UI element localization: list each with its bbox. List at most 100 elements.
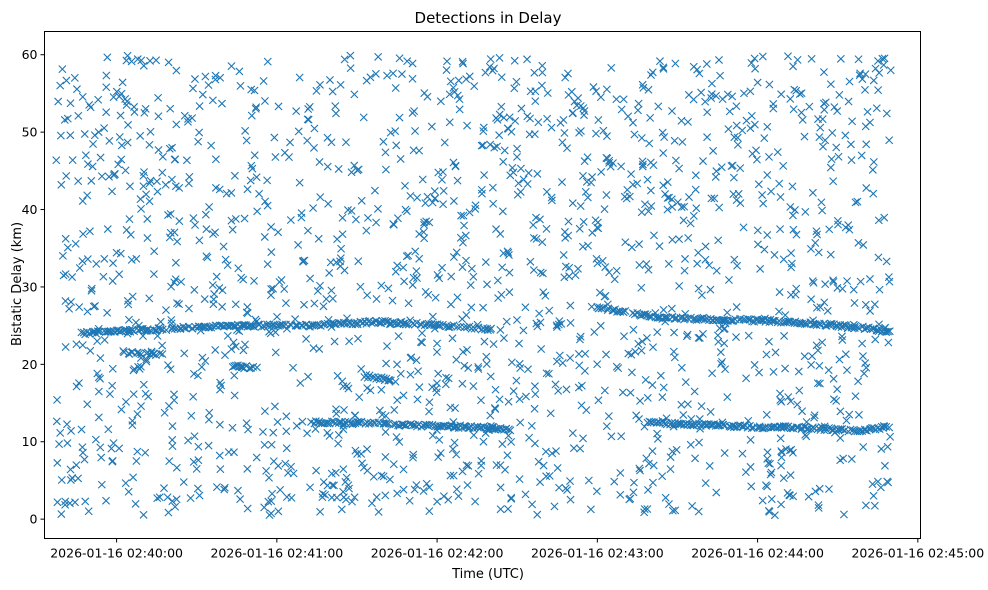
detection-point bbox=[578, 171, 587, 180]
detection-point bbox=[297, 209, 306, 218]
detection-point bbox=[325, 75, 334, 84]
detection-point bbox=[885, 136, 894, 145]
detection-point bbox=[576, 332, 585, 341]
detection-point bbox=[171, 258, 180, 267]
detection-point bbox=[858, 339, 867, 348]
detection-point bbox=[105, 136, 114, 145]
detection-point bbox=[781, 364, 790, 373]
detection-point bbox=[815, 484, 824, 493]
detection-point bbox=[648, 478, 657, 487]
detection-point bbox=[703, 108, 712, 117]
detection-point bbox=[329, 481, 338, 490]
detection-point bbox=[800, 352, 809, 361]
detection-point bbox=[359, 113, 368, 122]
detection-point bbox=[479, 123, 488, 132]
detection-point bbox=[287, 493, 296, 502]
detection-point bbox=[649, 231, 658, 240]
detection-point bbox=[646, 113, 655, 122]
detection-point bbox=[558, 178, 566, 187]
detection-point bbox=[642, 454, 651, 463]
detection-point bbox=[560, 128, 569, 137]
detection-point bbox=[677, 363, 686, 372]
detection-point bbox=[281, 299, 290, 308]
detection-point bbox=[620, 332, 629, 341]
detection-point bbox=[717, 359, 726, 368]
detection-point bbox=[190, 285, 199, 294]
detection-point bbox=[607, 63, 616, 72]
detection-point bbox=[775, 288, 784, 297]
detection-point bbox=[480, 337, 489, 346]
detection-point bbox=[642, 259, 651, 268]
detection-point bbox=[167, 282, 176, 291]
detection-point bbox=[568, 429, 577, 438]
detection-point bbox=[124, 300, 133, 309]
detection-point bbox=[629, 118, 638, 127]
detection-point bbox=[273, 312, 282, 321]
detection-point bbox=[479, 141, 487, 150]
detection-point bbox=[336, 80, 345, 89]
detection-point bbox=[100, 124, 109, 133]
detection-point bbox=[52, 417, 61, 426]
detection-point bbox=[133, 410, 142, 419]
detection-point bbox=[395, 54, 404, 63]
detection-point bbox=[271, 328, 280, 337]
detection-point bbox=[575, 361, 584, 370]
detection-point bbox=[525, 433, 534, 442]
detection-point bbox=[172, 66, 181, 75]
detection-point bbox=[282, 427, 291, 436]
detection-point bbox=[446, 300, 455, 309]
detection-point bbox=[400, 181, 409, 190]
detection-point bbox=[333, 235, 342, 244]
detection-point bbox=[270, 133, 279, 142]
detection-point bbox=[813, 346, 822, 355]
detection-point bbox=[639, 83, 648, 92]
detection-point bbox=[591, 216, 600, 225]
detection-point bbox=[634, 415, 643, 424]
detection-point bbox=[866, 325, 875, 334]
detection-point bbox=[476, 396, 485, 405]
detection-point bbox=[809, 278, 818, 287]
detection-point bbox=[471, 204, 480, 213]
detection-point bbox=[327, 138, 336, 147]
detection-point bbox=[769, 99, 778, 108]
detection-point bbox=[748, 317, 757, 326]
detection-point bbox=[218, 286, 227, 295]
detection-point bbox=[579, 217, 588, 226]
detection-point bbox=[170, 390, 179, 399]
detection-point bbox=[844, 97, 853, 106]
detection-point bbox=[574, 349, 583, 358]
detection-point bbox=[100, 335, 109, 344]
detection-point bbox=[849, 285, 858, 294]
detection-point bbox=[750, 54, 759, 63]
detection-point bbox=[462, 461, 471, 470]
detection-point bbox=[108, 456, 117, 465]
detection-point bbox=[618, 388, 627, 397]
detection-point bbox=[576, 127, 585, 136]
detection-point bbox=[533, 322, 542, 331]
detection-point bbox=[137, 56, 146, 65]
detection-point bbox=[558, 358, 567, 367]
detection-point bbox=[162, 306, 170, 315]
detection-point bbox=[541, 291, 550, 300]
detection-point bbox=[96, 443, 105, 452]
detection-point bbox=[102, 496, 111, 505]
detection-point bbox=[536, 318, 545, 327]
detection-point bbox=[389, 219, 398, 228]
detection-point bbox=[222, 189, 231, 198]
detection-point bbox=[794, 367, 803, 376]
detection-point bbox=[351, 215, 360, 224]
detection-point bbox=[636, 466, 645, 475]
detection-point bbox=[367, 373, 376, 382]
detection-point bbox=[252, 453, 261, 462]
detection-point bbox=[773, 148, 782, 157]
detection-point bbox=[495, 131, 504, 140]
detection-point bbox=[654, 102, 663, 111]
detection-point bbox=[488, 183, 497, 192]
detection-point bbox=[94, 128, 103, 137]
detection-point bbox=[532, 234, 541, 243]
detection-point bbox=[599, 126, 608, 135]
detection-point bbox=[461, 256, 470, 265]
detection-point bbox=[339, 406, 348, 415]
detection-point bbox=[132, 456, 141, 465]
